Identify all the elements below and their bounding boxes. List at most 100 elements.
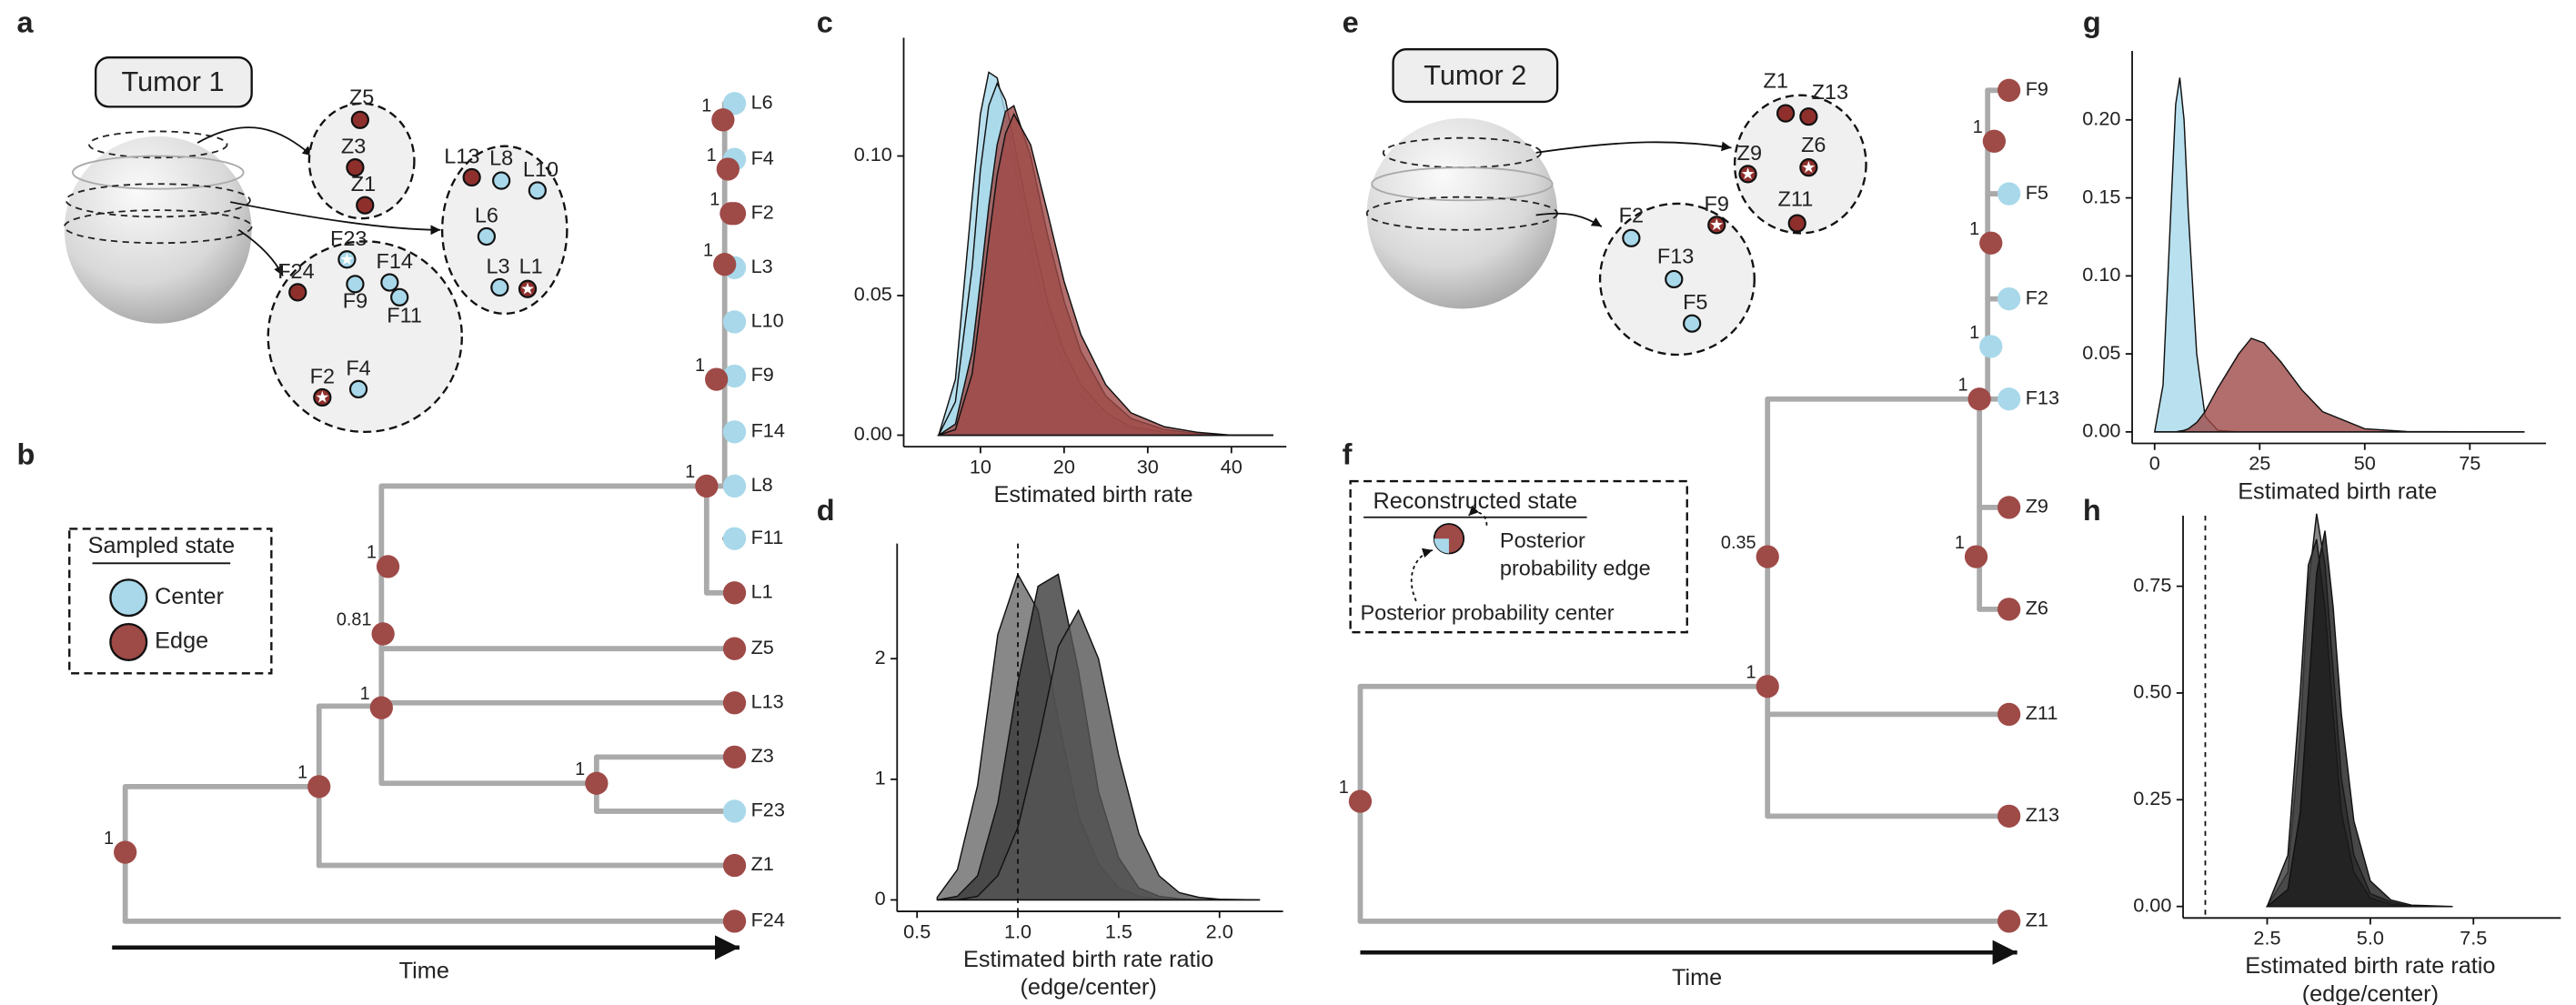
panel-label: h [2083, 494, 2101, 527]
sample-label: F5 [1683, 290, 1707, 314]
axis-label: (edge/center) [1020, 975, 1156, 1000]
support-label: 1 [1969, 323, 1979, 343]
x-tick-label: 25 [2249, 452, 2270, 475]
sample-dot [477, 226, 497, 246]
tip-label: L8 [751, 473, 773, 496]
support-label: 1 [367, 543, 377, 563]
density-area [2265, 530, 2453, 908]
x-tick-label: 0 [2149, 452, 2160, 475]
internal-node [719, 202, 743, 226]
tip [722, 310, 747, 334]
tip [722, 364, 747, 388]
sample-dot [1787, 214, 1806, 233]
tip [722, 691, 747, 715]
internal-node [716, 157, 740, 181]
tip [1997, 387, 2021, 411]
sample-label: L3 [486, 255, 509, 278]
sample-label: Z11 [1778, 186, 1814, 210]
sample-label: Z6 [1801, 133, 1826, 156]
sample-label: L13 [444, 145, 479, 168]
legend-text: probability edge [1500, 557, 1651, 580]
x-tick-label: 20 [1053, 455, 1075, 477]
sample-label: F13 [1657, 245, 1694, 268]
legend-label: Center [155, 584, 224, 609]
density-area [938, 112, 1273, 437]
tip-label: Z11 [2026, 701, 2058, 724]
x-tick-label: 10 [970, 455, 991, 477]
sample-label: Z1 [351, 172, 376, 196]
internal-node [1756, 545, 1779, 568]
tip [722, 745, 747, 769]
tip [722, 799, 747, 823]
support-label: 1 [709, 190, 719, 210]
sample-label: F14 [377, 249, 413, 273]
star-icon [340, 253, 354, 266]
axis-label: Estimated birth rate [2238, 478, 2437, 504]
legend-dot [109, 578, 148, 618]
support-label: 1 [1969, 219, 1979, 239]
tip-label: F24 [751, 909, 785, 931]
support-label: 1 [703, 240, 713, 260]
internal-node [695, 474, 719, 498]
star-icon [316, 390, 329, 403]
sample-label: Z3 [341, 135, 366, 158]
support-label: 1 [701, 96, 711, 116]
sample-dot [348, 379, 368, 399]
x-tick-label: 7.5 [2460, 926, 2487, 949]
support-label: 1 [707, 146, 717, 166]
internal-node [711, 108, 735, 132]
legend-label: Edge [155, 628, 208, 654]
tip-label: F4 [751, 146, 774, 169]
sample-dot [380, 273, 399, 292]
x-tick-label: 1.5 [1105, 920, 1132, 942]
internal-node [1979, 335, 2003, 358]
y-tick-label: 0.25 [2133, 787, 2171, 809]
axis-label: Estimated birth rate ratio [2245, 953, 2495, 979]
star-icon [1802, 160, 1816, 173]
axis-label: (edge/center) [2302, 981, 2439, 1005]
tumor-title: Tumor 1 [121, 65, 224, 97]
sample-dot [462, 167, 481, 187]
sample-dot [490, 277, 509, 297]
internal-node [371, 622, 395, 646]
y-tick-label: 0.75 [2133, 573, 2171, 596]
tip [722, 853, 747, 878]
sample-label: F9 [343, 288, 367, 312]
sample-dot [1665, 269, 1684, 289]
support-label: 1 [104, 829, 114, 849]
y-tick-label: 0.00 [854, 422, 892, 445]
y-tick-label: 0.50 [2133, 680, 2171, 703]
panel-label: g [2083, 6, 2101, 39]
panel-label: b [16, 438, 35, 471]
sample-dot [1622, 228, 1641, 247]
internal-node [307, 775, 331, 799]
tip [722, 420, 747, 444]
tip [722, 92, 747, 116]
sample-dot [492, 171, 511, 190]
legend-title: Reconstructed state [1373, 488, 1577, 514]
support-label: 1 [685, 462, 695, 482]
legend-dot [109, 622, 148, 662]
star-icon [1741, 167, 1755, 180]
y-tick-label: 0.10 [2082, 263, 2120, 286]
panel-label: a [16, 6, 34, 39]
sample-label: F9 [1705, 192, 1729, 216]
tip [1997, 598, 2021, 621]
internal-node [1979, 231, 2003, 255]
sample-label: F2 [1619, 204, 1644, 227]
tip-label: L3 [751, 255, 773, 277]
tip [1997, 286, 2021, 311]
support-label: 0.81 [337, 610, 372, 630]
tip-label: L1 [751, 580, 773, 603]
sample-label: F24 [277, 259, 314, 283]
internal-node [376, 555, 400, 578]
tip [722, 637, 747, 660]
tip [1997, 496, 2021, 519]
legend-boxes [68, 479, 2018, 965]
legend-text: Posterior [1500, 528, 1585, 552]
x-tick-label: 75 [2459, 452, 2480, 475]
axis-label: Estimated birth rate ratio [963, 947, 1213, 972]
tip-label: Z3 [751, 744, 774, 767]
tip-label: F9 [2026, 77, 2048, 100]
panel-label: f [1343, 438, 1353, 471]
